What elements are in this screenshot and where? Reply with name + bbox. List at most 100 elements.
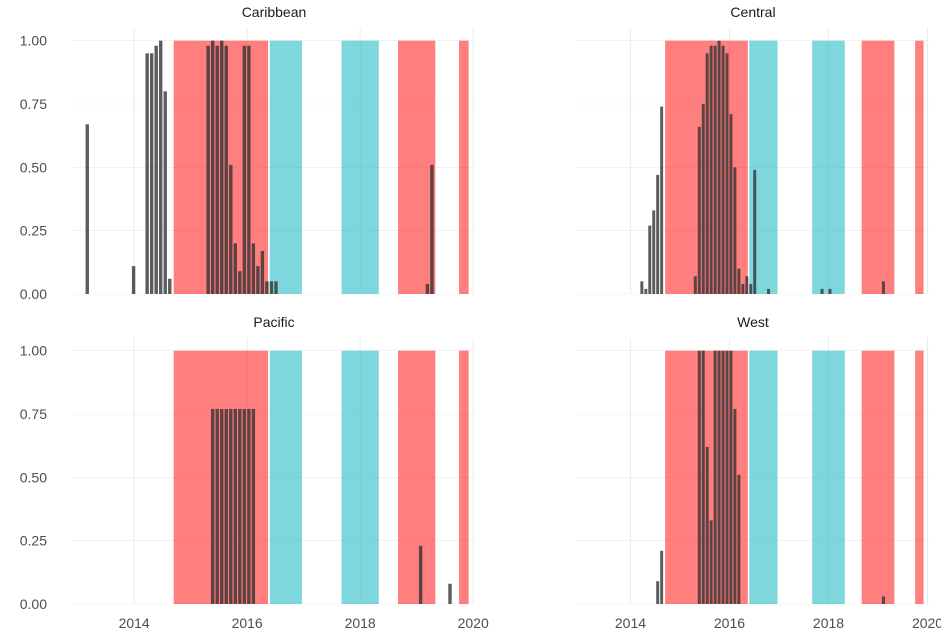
bar — [274, 281, 278, 294]
panel-title: Pacific — [253, 314, 294, 330]
x-tick-label: 2016 — [232, 615, 263, 631]
bar — [697, 126, 701, 294]
bar — [251, 408, 256, 604]
bar — [224, 45, 228, 294]
y-tick-label: 0.25 — [20, 533, 47, 549]
bar — [159, 40, 163, 294]
y-tick-label: 0.75 — [20, 406, 47, 422]
teal-period-band — [812, 40, 845, 294]
x-tick-label: 2014 — [119, 615, 150, 631]
bar — [717, 350, 721, 604]
red-period-band — [459, 40, 469, 294]
bar — [701, 350, 705, 604]
bar — [233, 408, 237, 604]
bar — [729, 114, 733, 294]
bar — [737, 268, 741, 294]
y-tick-label: 0.00 — [20, 286, 47, 302]
panel-title: Central — [730, 4, 775, 20]
bar — [652, 210, 656, 294]
bar — [709, 520, 713, 604]
red-period-band — [398, 40, 436, 294]
bar — [210, 40, 215, 294]
x-tick-label: 2014 — [615, 615, 646, 631]
bar — [737, 474, 741, 604]
bar — [224, 408, 228, 604]
teal-period-band — [269, 40, 302, 294]
bar — [733, 167, 737, 294]
bar — [154, 45, 158, 294]
bar — [229, 164, 233, 294]
bar — [721, 45, 725, 294]
bar — [767, 288, 771, 294]
bar — [448, 583, 452, 604]
x-tick-label: 2016 — [714, 615, 745, 631]
bar — [656, 174, 660, 294]
bar — [131, 266, 136, 294]
bar — [168, 278, 172, 294]
y-tick-label: 0.75 — [20, 96, 47, 112]
bar — [717, 40, 721, 294]
bar — [425, 283, 430, 294]
bar — [251, 243, 256, 294]
bar — [238, 271, 242, 294]
bar — [741, 283, 745, 294]
bar — [693, 276, 697, 294]
bar — [725, 350, 729, 604]
panel-title: Caribbean — [242, 4, 307, 20]
x-tick-label: 2018 — [813, 615, 844, 631]
bar — [206, 45, 210, 294]
bar — [256, 266, 260, 294]
bar — [269, 281, 274, 294]
red-period-band — [459, 350, 469, 604]
bar — [644, 288, 648, 294]
x-tick-label: 2018 — [345, 615, 376, 631]
bar — [745, 276, 749, 294]
bar — [660, 106, 664, 295]
bar — [820, 288, 824, 294]
bar — [163, 91, 167, 294]
bar — [749, 283, 753, 294]
bar — [701, 104, 705, 294]
y-tick-label: 1.00 — [20, 33, 47, 49]
bar — [265, 281, 269, 294]
bar — [247, 45, 251, 294]
bar — [648, 225, 652, 294]
bar — [430, 164, 434, 294]
bar — [660, 550, 664, 604]
bar — [705, 446, 709, 604]
teal-period-band — [812, 350, 845, 604]
bar — [242, 408, 247, 604]
bar — [220, 408, 224, 604]
bar — [729, 350, 733, 604]
bar — [713, 350, 717, 604]
red-period-band — [915, 40, 924, 294]
teal-period-band — [749, 350, 778, 604]
bar — [721, 350, 725, 604]
bar — [260, 250, 265, 294]
bar — [238, 408, 242, 604]
red-period-band — [861, 40, 895, 294]
bar — [733, 408, 737, 604]
bar — [145, 53, 149, 295]
bar — [881, 281, 885, 294]
bar — [215, 408, 219, 604]
red-period-band — [915, 350, 924, 604]
x-tick-label: 2020 — [458, 615, 489, 631]
bar — [418, 545, 423, 604]
bar — [881, 596, 885, 604]
teal-period-band — [269, 350, 302, 604]
bar — [242, 45, 247, 294]
bar — [656, 581, 660, 604]
bar — [713, 45, 717, 294]
teal-period-band — [341, 40, 379, 294]
bar — [640, 281, 644, 294]
bar — [828, 288, 832, 294]
bar — [697, 350, 701, 604]
bar — [247, 408, 251, 604]
bar — [229, 408, 233, 604]
bar — [725, 53, 729, 295]
bar — [85, 124, 89, 295]
bar — [709, 45, 713, 294]
panel-title: West — [737, 314, 769, 330]
